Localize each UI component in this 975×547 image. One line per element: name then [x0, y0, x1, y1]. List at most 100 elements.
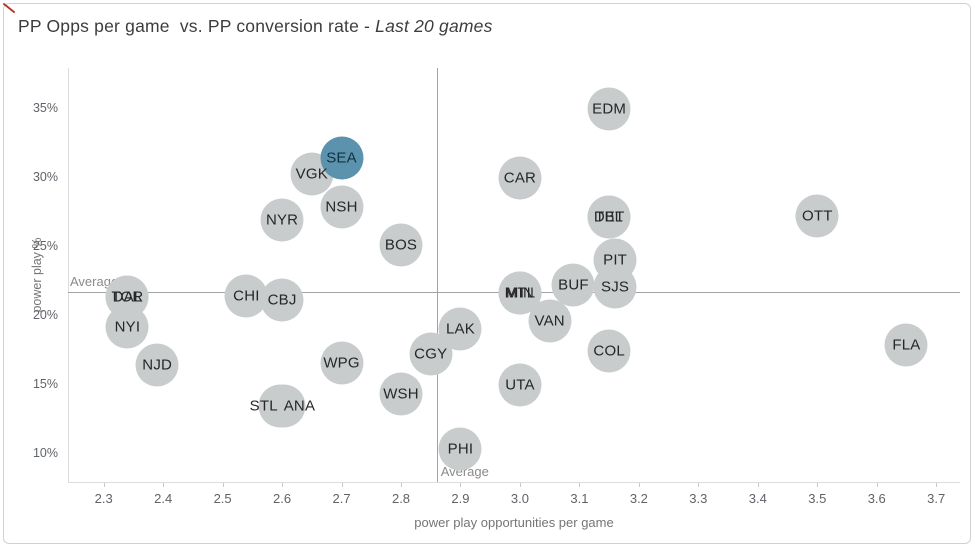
- x-axis-tick-label: 3.1: [570, 491, 589, 506]
- x-axis-tick-mark: [163, 483, 165, 487]
- data-point-SEA[interactable]: [320, 136, 364, 180]
- data-point-label-EDM: EDM: [592, 100, 627, 118]
- y-axis-tick-label: 15%: [32, 377, 58, 392]
- data-point-EDM[interactable]: [587, 87, 631, 131]
- data-point-label-VAN: VAN: [534, 312, 565, 330]
- average-horizontal-label: Average: [70, 273, 119, 289]
- data-point-FLA[interactable]: [884, 323, 928, 367]
- chart-title: PP Opps per game vs. PP conversion rate …: [18, 16, 493, 37]
- data-point-label-MIN: MIN: [505, 284, 534, 302]
- data-point-VAN[interactable]: [528, 299, 572, 343]
- data-point-WPG[interactable]: [320, 341, 364, 385]
- x-axis-tick-mark: [401, 483, 402, 487]
- y-axis-tick-label: 20%: [32, 308, 58, 323]
- x-axis-tick-mark: [698, 483, 700, 487]
- average-vertical-line: [436, 68, 438, 482]
- data-point-label-NSH: NSH: [325, 198, 358, 216]
- data-point-NYR[interactable]: [260, 198, 304, 242]
- x-axis-tick-label: 3.0: [510, 491, 529, 506]
- data-point-label-COL: COL: [593, 342, 625, 360]
- data-point-BUF[interactable]: [551, 263, 595, 307]
- data-point-WSH[interactable]: [379, 372, 423, 416]
- data-point-label-BUF: BUF: [558, 276, 589, 294]
- data-point-DAL[interactable]: [105, 275, 149, 319]
- data-point-label-WPG: WPG: [323, 354, 360, 372]
- data-point-OTT[interactable]: [795, 194, 839, 238]
- data-point-ANA[interactable]: [262, 384, 306, 428]
- data-point-label-FLA: FLA: [892, 336, 921, 354]
- x-axis-tick-label: 2.9: [451, 491, 470, 506]
- data-point-label-STL: STL: [249, 397, 278, 415]
- chart-title-main: PP Opps per game vs. PP conversion rate …: [18, 16, 376, 36]
- data-point-label-NJD: NJD: [142, 356, 173, 374]
- data-point-label-TOR: TOR: [111, 288, 144, 306]
- y-axis-tick-label: 30%: [32, 170, 58, 185]
- data-point-CBJ[interactable]: [260, 278, 304, 322]
- x-axis-tick-mark: [817, 483, 819, 487]
- x-axis-tick-mark: [222, 483, 224, 487]
- x-axis-tick-label: 2.8: [391, 491, 411, 506]
- y-axis-tick-label: 35%: [32, 101, 58, 116]
- x-axis-tick-mark: [341, 483, 343, 487]
- x-axis-tick-label: 3.4: [748, 491, 767, 506]
- x-axis-tick-label: 3.5: [808, 491, 827, 506]
- x-axis-tick-label: 2.7: [332, 491, 351, 506]
- y-axis-line: [68, 68, 69, 482]
- x-axis-tick-mark: [282, 483, 284, 487]
- x-axis-tick-label: 3.6: [867, 491, 886, 506]
- data-point-PHI[interactable]: [438, 427, 482, 471]
- data-point-label-NYI: NYI: [114, 318, 141, 336]
- x-axis-tick-mark: [460, 483, 462, 487]
- data-point-label-CHI: CHI: [233, 287, 260, 305]
- y-axis-tick-label: 25%: [32, 239, 58, 254]
- data-point-label-CBJ: CBJ: [267, 291, 297, 309]
- x-axis-tick-label: 2.5: [213, 491, 232, 506]
- data-point-label-MTL: MTL: [504, 284, 536, 302]
- data-point-label-OTT: OTT: [801, 207, 833, 225]
- data-point-LAK[interactable]: [438, 307, 482, 351]
- data-point-label-LAK: LAK: [445, 320, 475, 338]
- data-point-BOS[interactable]: [379, 223, 423, 267]
- data-point-label-PHI: PHI: [447, 440, 474, 458]
- data-point-label-CGY: CGY: [414, 345, 448, 363]
- x-axis-tick-mark: [638, 483, 640, 487]
- x-axis-tick-label: 3.2: [629, 491, 648, 506]
- data-point-label-CAR: CAR: [503, 169, 537, 187]
- x-axis-tick-mark: [103, 483, 105, 487]
- data-point-label-DET: DET: [593, 208, 625, 226]
- data-point-label-TBL: TBL: [595, 208, 624, 226]
- data-point-TBL[interactable]: [587, 195, 631, 239]
- x-axis-tick-label: 2.4: [154, 491, 173, 506]
- x-axis-tick-mark: [519, 483, 521, 487]
- data-point-label-DAL: DAL: [112, 288, 143, 306]
- data-point-label-SEA: SEA: [326, 149, 357, 167]
- data-point-label-BOS: BOS: [384, 236, 418, 254]
- y-axis-tick-label: 10%: [32, 446, 58, 461]
- x-axis-tick-label: 3.3: [689, 491, 708, 506]
- data-point-label-VGK: VGK: [295, 165, 328, 183]
- data-point-PIT[interactable]: [593, 238, 637, 282]
- data-point-label-UTA: UTA: [505, 376, 535, 394]
- chart-frame: [3, 3, 971, 544]
- data-point-label-WSH: WSH: [383, 385, 419, 403]
- x-axis-title: power play opportunities per game: [414, 515, 614, 530]
- x-axis-line: [68, 482, 960, 483]
- data-point-UTA[interactable]: [498, 363, 542, 407]
- data-point-label-NYR: NYR: [265, 211, 299, 229]
- x-axis-tick-label: 3.7: [927, 491, 946, 506]
- data-point-NJD[interactable]: [135, 343, 179, 387]
- data-point-CAR[interactable]: [498, 156, 542, 200]
- x-axis-tick-mark: [936, 483, 938, 487]
- x-axis-tick-mark: [579, 483, 581, 487]
- chart-title-italic: Last 20 games: [375, 16, 493, 36]
- data-point-NSH[interactable]: [320, 185, 364, 229]
- x-axis-tick-label: 2.6: [273, 491, 292, 506]
- x-axis-tick-mark: [757, 483, 759, 487]
- x-axis-tick-label: 2.3: [94, 491, 113, 506]
- data-point-COL[interactable]: [587, 329, 631, 373]
- x-axis-tick-mark: [876, 483, 878, 487]
- data-point-label-SJS: SJS: [601, 278, 630, 296]
- y-axis-title: power play %: [30, 237, 44, 313]
- data-point-label-PIT: PIT: [603, 251, 628, 269]
